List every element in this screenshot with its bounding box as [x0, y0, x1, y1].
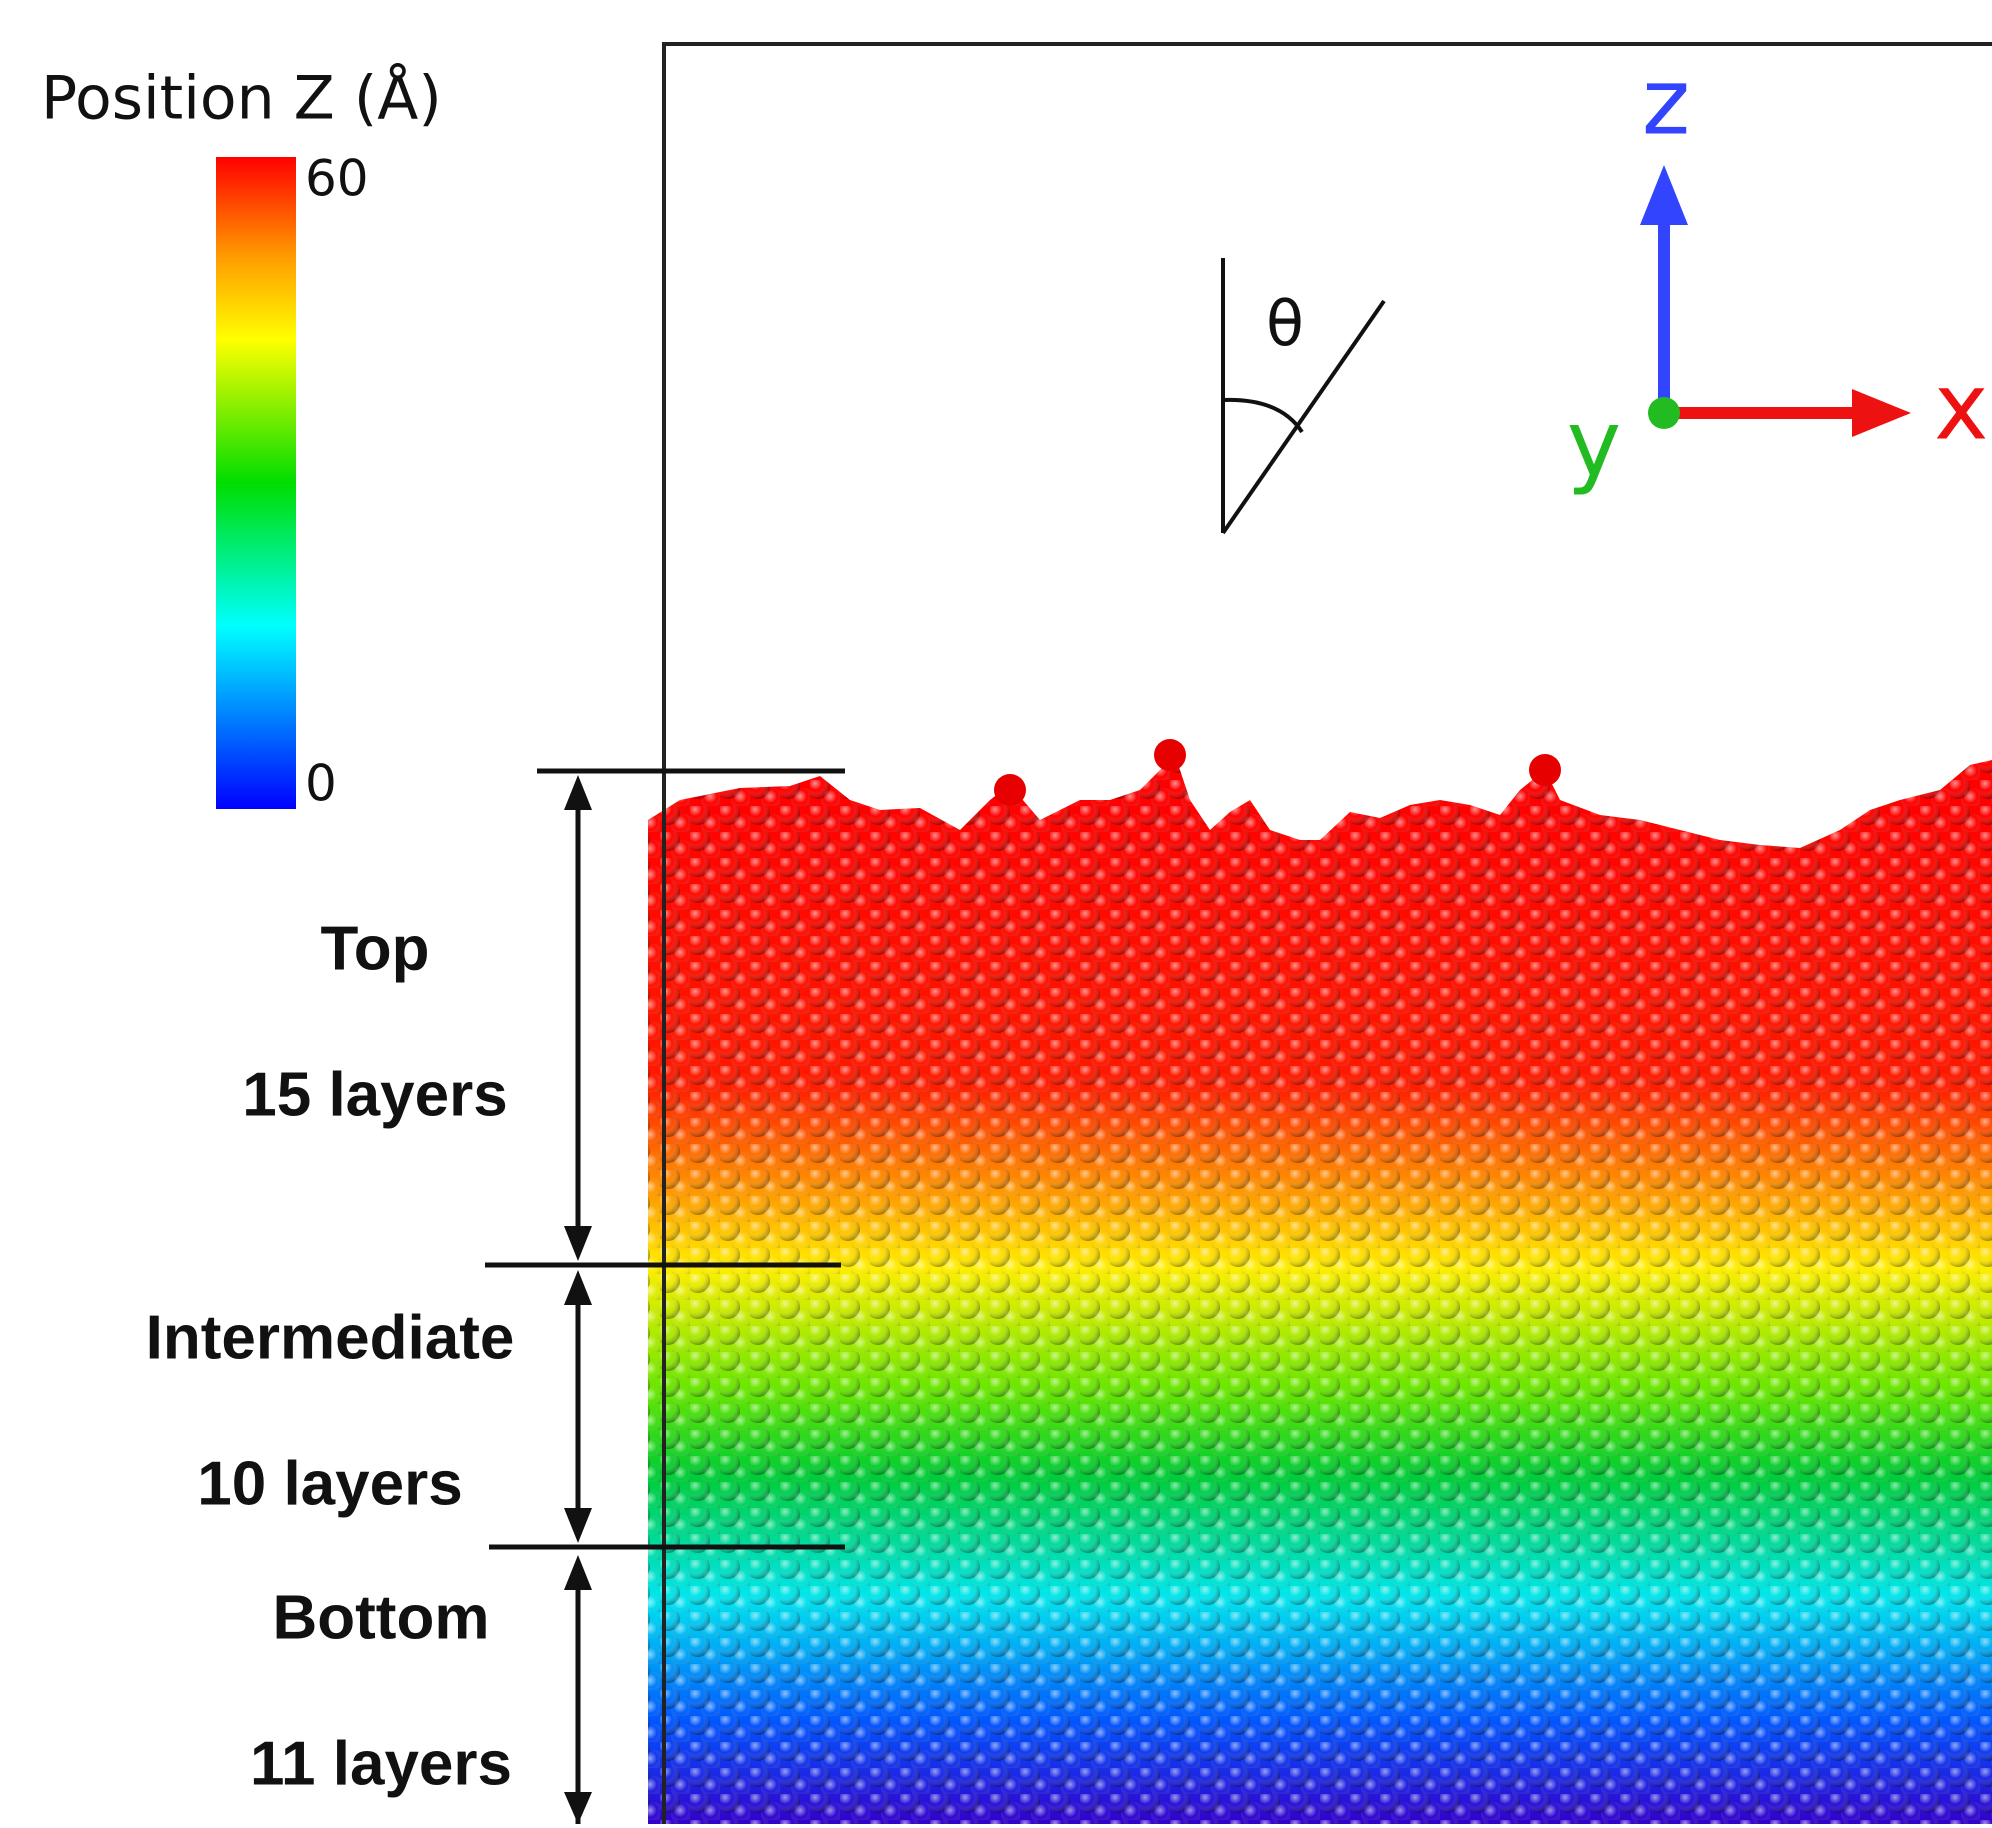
axis-z: z: [1642, 48, 1690, 155]
colorbar: [216, 157, 296, 809]
slab-atoms: [648, 755, 1992, 1824]
layer-lines: [485, 768, 845, 1550]
atom: [994, 774, 1026, 806]
angle-label: θ: [1266, 287, 1304, 360]
section-layers: 10 layers: [197, 1449, 462, 1518]
atom-slab: [648, 755, 1992, 1824]
section-name: Bottom: [273, 1583, 490, 1652]
axis-x: x: [1934, 353, 1988, 460]
colorbar-max: 60: [305, 150, 369, 208]
layer-arrows: [564, 775, 592, 1824]
section-layers: 11 layers: [250, 1729, 512, 1798]
atom: [1154, 739, 1186, 771]
section-layers: 15 layers: [242, 1060, 507, 1129]
atom: [1529, 754, 1561, 786]
box: [662, 42, 1992, 1824]
axis-triad: [1640, 165, 1911, 437]
angle-symbol: [1221, 258, 1386, 535]
section-name: Intermediate: [146, 1303, 515, 1372]
colorbar-title: Position Z (Å): [41, 63, 442, 134]
axis-y: y: [1567, 390, 1621, 497]
colorbar-min: 0: [305, 755, 337, 813]
section-name: Top: [320, 914, 429, 983]
